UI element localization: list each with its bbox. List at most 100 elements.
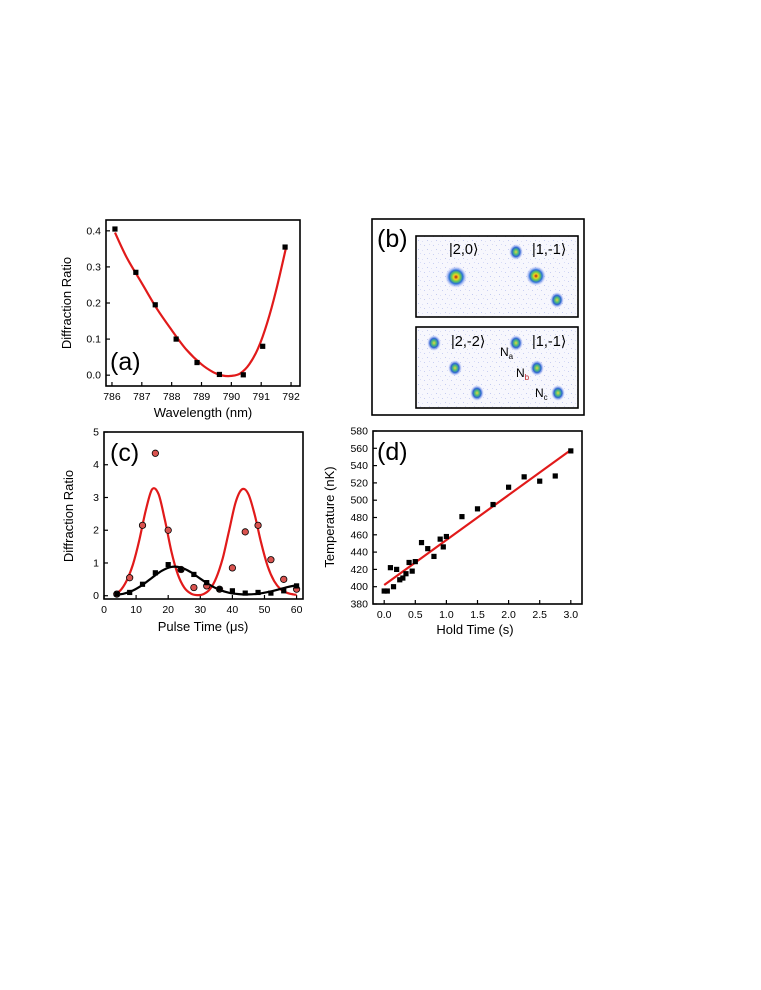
panel-b: (b) |2,0⟩ |1,-1⟩ |2,-2⟩ |1,-1⟩ Na Nb Nc [371,218,585,416]
y-tick-label: 0.3 [86,261,101,273]
panel-c-xlabel: Pulse Time (μs) [158,619,249,634]
x-tick-label: 787 [133,391,151,403]
y-tick-label: 0 [93,590,99,602]
x-tick-label: 3.0 [563,609,578,621]
data-point [139,581,146,587]
data-point [114,591,120,597]
atom-cloud [470,385,484,401]
data-point [390,584,397,590]
data-point [228,564,236,572]
y-tick-label: 4 [93,459,99,471]
y-tick-label: 440 [350,547,368,559]
data-point [242,590,248,596]
x-tick-label: 1.0 [439,609,454,621]
atom-cloud [427,335,441,351]
data-point [216,371,223,378]
y-tick-label: 380 [350,599,368,611]
atom-cloud [445,266,467,288]
panel-b-top-right-state: |1,-1⟩ [532,242,566,258]
fit-curve [383,449,572,586]
y-tick-label: 1 [93,557,99,569]
data-point [164,526,172,534]
panel-c-ylabel: Diffraction Ratio [61,470,76,562]
panel-a-lines [113,232,288,378]
data-point [282,244,288,250]
data-point [255,589,261,596]
x-tick-label: 1.5 [470,609,485,621]
data-point [387,565,394,571]
panel-b-top-left-state: |2,0⟩ [449,242,479,258]
y-tick-label: 3 [93,492,99,504]
y-tick-label: 5 [93,427,99,439]
data-point [229,588,235,594]
data-point [173,336,179,342]
data-point [568,448,574,454]
panel-c-lines [113,487,297,597]
data-point [151,449,159,457]
x-tick-label: 788 [163,391,181,403]
x-tick-label: 40 [227,604,239,616]
x-tick-label: 791 [252,391,270,403]
atom-cloud [509,335,523,351]
data-point [152,570,158,576]
data-point [194,359,200,366]
x-tick-label: 2.5 [532,609,547,621]
panel-a: 786 787 788 789 790 791 792 0.0 0.1 0.2 0.3 0.4 (a)… [59,219,301,420]
panel-a-xlabel: Wavelength (nm) [154,405,253,420]
data-point [127,589,133,596]
panel-c-frame [103,431,304,600]
data-point [474,506,481,512]
label-na: Na [500,345,514,361]
atom-cloud [551,385,565,401]
data-point [440,544,446,550]
y-tick-label: 480 [350,512,368,524]
panel-b-bottom-right-state: |1,-1⟩ [532,334,566,350]
y-tick-label: 400 [350,581,368,593]
fit-curve [113,232,288,378]
panel-c-points [113,449,301,598]
panel-d-label: (d) [377,438,408,466]
label-nc: Nc [535,386,548,402]
data-point [418,539,425,546]
atom-cloud [526,266,546,286]
y-tick-label: 0.2 [86,298,101,310]
data-point [281,588,287,594]
x-tick-label: 792 [282,391,300,403]
data-point [152,302,158,308]
data-point [394,566,400,572]
atom-cloud [509,244,523,260]
y-tick-label: 0.4 [86,225,101,237]
x-tick-label: 0.0 [377,609,392,621]
data-point [412,559,418,565]
data-point [191,571,197,578]
x-tick-label: 2.0 [501,609,516,621]
y-tick-label: 2 [93,525,99,537]
data-point [268,590,274,596]
y-tick-label: 500 [350,495,368,507]
data-point [138,521,147,529]
atom-cloud [550,292,564,308]
data-point [190,583,198,592]
data-point [260,343,266,349]
data-point [280,575,288,583]
y-tick-label: 560 [350,443,368,455]
panel-c-label: (c) [110,439,139,467]
panel-a-axes: 786 787 788 789 790 791 792 0.0 0.1 0.2 0.3 0.4 [86,225,300,403]
data-point [267,556,275,564]
data-point [406,559,412,566]
label-nb: Nb [516,366,530,382]
x-tick-label: 60 [291,604,303,616]
data-point [431,553,437,560]
x-tick-label: 789 [193,391,211,403]
y-tick-label: 540 [350,460,368,472]
data-point [403,571,409,577]
x-tick-label: 20 [162,604,174,616]
panel-d-points [381,448,574,594]
data-point [165,562,171,568]
data-point [437,536,443,542]
panel-a-label: (a) [110,348,141,376]
data-point [521,474,527,480]
data-point [133,269,139,275]
